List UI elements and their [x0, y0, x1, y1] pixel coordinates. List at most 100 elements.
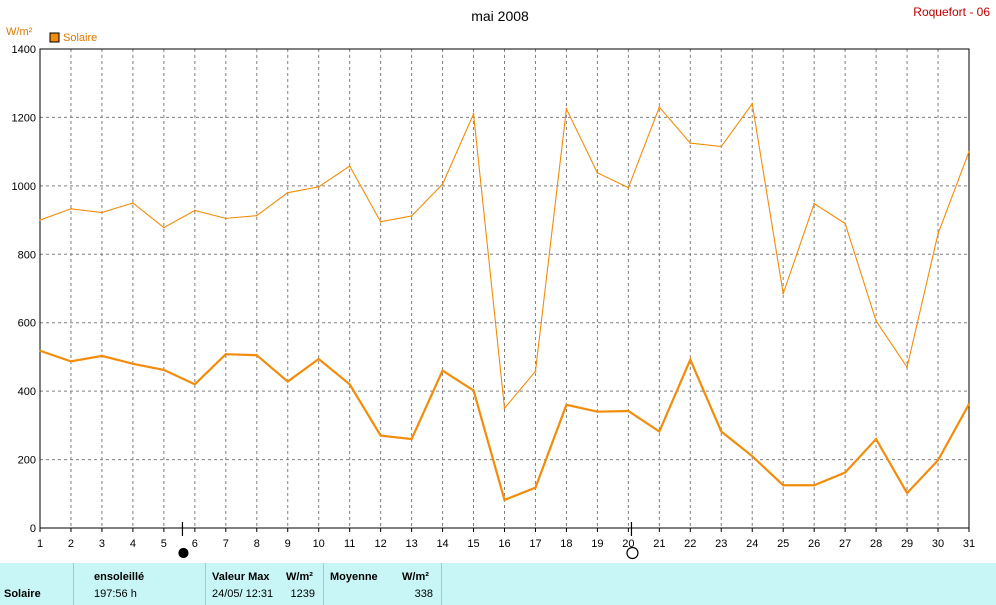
- full-moon-icon: [626, 546, 639, 560]
- data-point-moyenne: [286, 380, 289, 383]
- x-tick-label: 24: [746, 538, 758, 550]
- mean-unit: W/m²: [402, 571, 429, 583]
- data-point-moyenne: [224, 353, 227, 356]
- data-point-moyenne: [441, 369, 444, 372]
- sunshine-cell: ensoleillé 197:56 h: [74, 563, 206, 605]
- summary-panel: Solaire ensoleillé 197:56 h Valeur Max W…: [0, 563, 996, 605]
- y-tick-label: 400: [18, 386, 36, 398]
- x-tick-label: 1: [37, 538, 43, 550]
- data-point-max: [689, 142, 692, 144]
- y-tick-label: 0: [30, 523, 36, 535]
- x-tick-label: 27: [839, 538, 851, 550]
- data-point-moyenne: [596, 410, 599, 413]
- y-tick-label: 600: [18, 318, 36, 330]
- x-tick-label: 22: [684, 538, 696, 550]
- mean-label: Moyenne: [330, 571, 378, 583]
- x-tick-label: 23: [715, 538, 727, 550]
- data-point-moyenne: [813, 484, 816, 487]
- x-tick-label: 2: [68, 538, 74, 550]
- data-point-max: [906, 366, 908, 369]
- x-tick-label: 29: [901, 538, 913, 550]
- data-point-max: [565, 107, 568, 110]
- x-tick-label: 9: [285, 538, 291, 550]
- y-tick-label: 800: [18, 249, 36, 261]
- data-point-moyenne: [689, 358, 692, 361]
- data-point-max: [968, 150, 970, 153]
- summary-row-label-cell: Solaire: [0, 563, 74, 605]
- data-point-max: [224, 217, 227, 220]
- data-point-max: [844, 222, 847, 225]
- summary-row-label: Solaire: [4, 588, 41, 600]
- data-point-max: [132, 202, 134, 204]
- data-point-moyenne: [751, 455, 754, 458]
- x-tick-label: 30: [932, 538, 944, 550]
- sunshine-label: ensoleillé: [94, 571, 145, 583]
- data-point-moyenne: [348, 383, 351, 386]
- x-tick-label: 10: [313, 538, 325, 550]
- y-tick-label: 200: [18, 455, 36, 467]
- data-point-moyenne: [410, 438, 413, 440]
- data-point-moyenne: [193, 383, 196, 386]
- data-point-moyenne: [906, 492, 908, 495]
- data-point-moyenne: [782, 484, 785, 487]
- x-tick-label: 12: [375, 538, 387, 550]
- data-point-max: [534, 370, 537, 373]
- max-cell: Valeur Max W/m² 24/05/ 12:31 1239: [206, 563, 324, 605]
- data-point-max: [472, 113, 475, 115]
- x-tick-label: 15: [467, 538, 479, 550]
- x-tick-label: 8: [254, 538, 260, 550]
- data-point-max: [503, 407, 506, 410]
- max-value: 1239: [290, 588, 315, 600]
- x-tick-label: 4: [130, 538, 136, 550]
- data-point-max: [379, 220, 382, 223]
- x-tick-label: 5: [161, 538, 167, 550]
- x-tick-label: 21: [653, 538, 665, 550]
- x-tick-label: 17: [529, 538, 541, 550]
- y-tick-label: 1000: [12, 181, 36, 193]
- data-point-moyenne: [255, 354, 258, 357]
- max-datetime: 24/05/ 12:31: [212, 588, 274, 600]
- plot-frame: [39, 48, 970, 529]
- x-tick-label: 13: [405, 538, 417, 550]
- data-point-max: [875, 320, 877, 322]
- chart: mai 2008 Roquefort - 06 W/m² Solaire 0 20…: [6, 5, 990, 560]
- data-point-moyenne: [844, 471, 847, 474]
- data-point-max: [596, 171, 599, 174]
- x-tick-label: 19: [591, 538, 603, 550]
- chart-title: mai 2008: [471, 8, 529, 24]
- data-point-moyenne: [317, 358, 320, 360]
- data-point-moyenne: [534, 486, 537, 489]
- new-moon-icon: [178, 547, 189, 559]
- x-tick-label: 16: [498, 538, 510, 550]
- data-point-max: [70, 207, 72, 210]
- data-point-max: [101, 211, 103, 214]
- x-tick-label: 7: [223, 538, 229, 550]
- data-point-max: [255, 214, 258, 217]
- mean-value: 338: [414, 588, 433, 600]
- data-point-max: [348, 165, 351, 167]
- x-tick-label: 18: [560, 538, 572, 550]
- y-tick-label: 1200: [12, 112, 36, 124]
- sunshine-value: 197:56 h: [94, 588, 137, 600]
- data-point-max: [937, 232, 939, 235]
- data-point-moyenne: [379, 434, 382, 437]
- y-axis-unit: W/m²: [6, 26, 33, 38]
- y-tick-label: 1400: [12, 44, 36, 56]
- x-tick-label: 28: [870, 538, 882, 550]
- station-name: Roquefort - 06: [913, 5, 990, 19]
- legend-label: Solaire: [63, 32, 97, 44]
- data-point-moyenne: [968, 403, 970, 406]
- data-point-max: [627, 186, 630, 189]
- data-point-moyenne: [565, 403, 568, 406]
- data-point-moyenne: [70, 360, 72, 363]
- data-point-max: [720, 145, 723, 148]
- data-point-moyenne: [472, 389, 475, 392]
- max-label: Valeur Max: [212, 571, 270, 583]
- data-point-moyenne: [132, 362, 134, 365]
- legend-swatch: [49, 32, 60, 43]
- data-point-moyenne: [937, 459, 939, 462]
- data-point-max: [751, 102, 754, 105]
- x-tick-label: 14: [436, 538, 448, 550]
- data-point-max: [441, 183, 444, 186]
- data-point-max: [658, 106, 661, 109]
